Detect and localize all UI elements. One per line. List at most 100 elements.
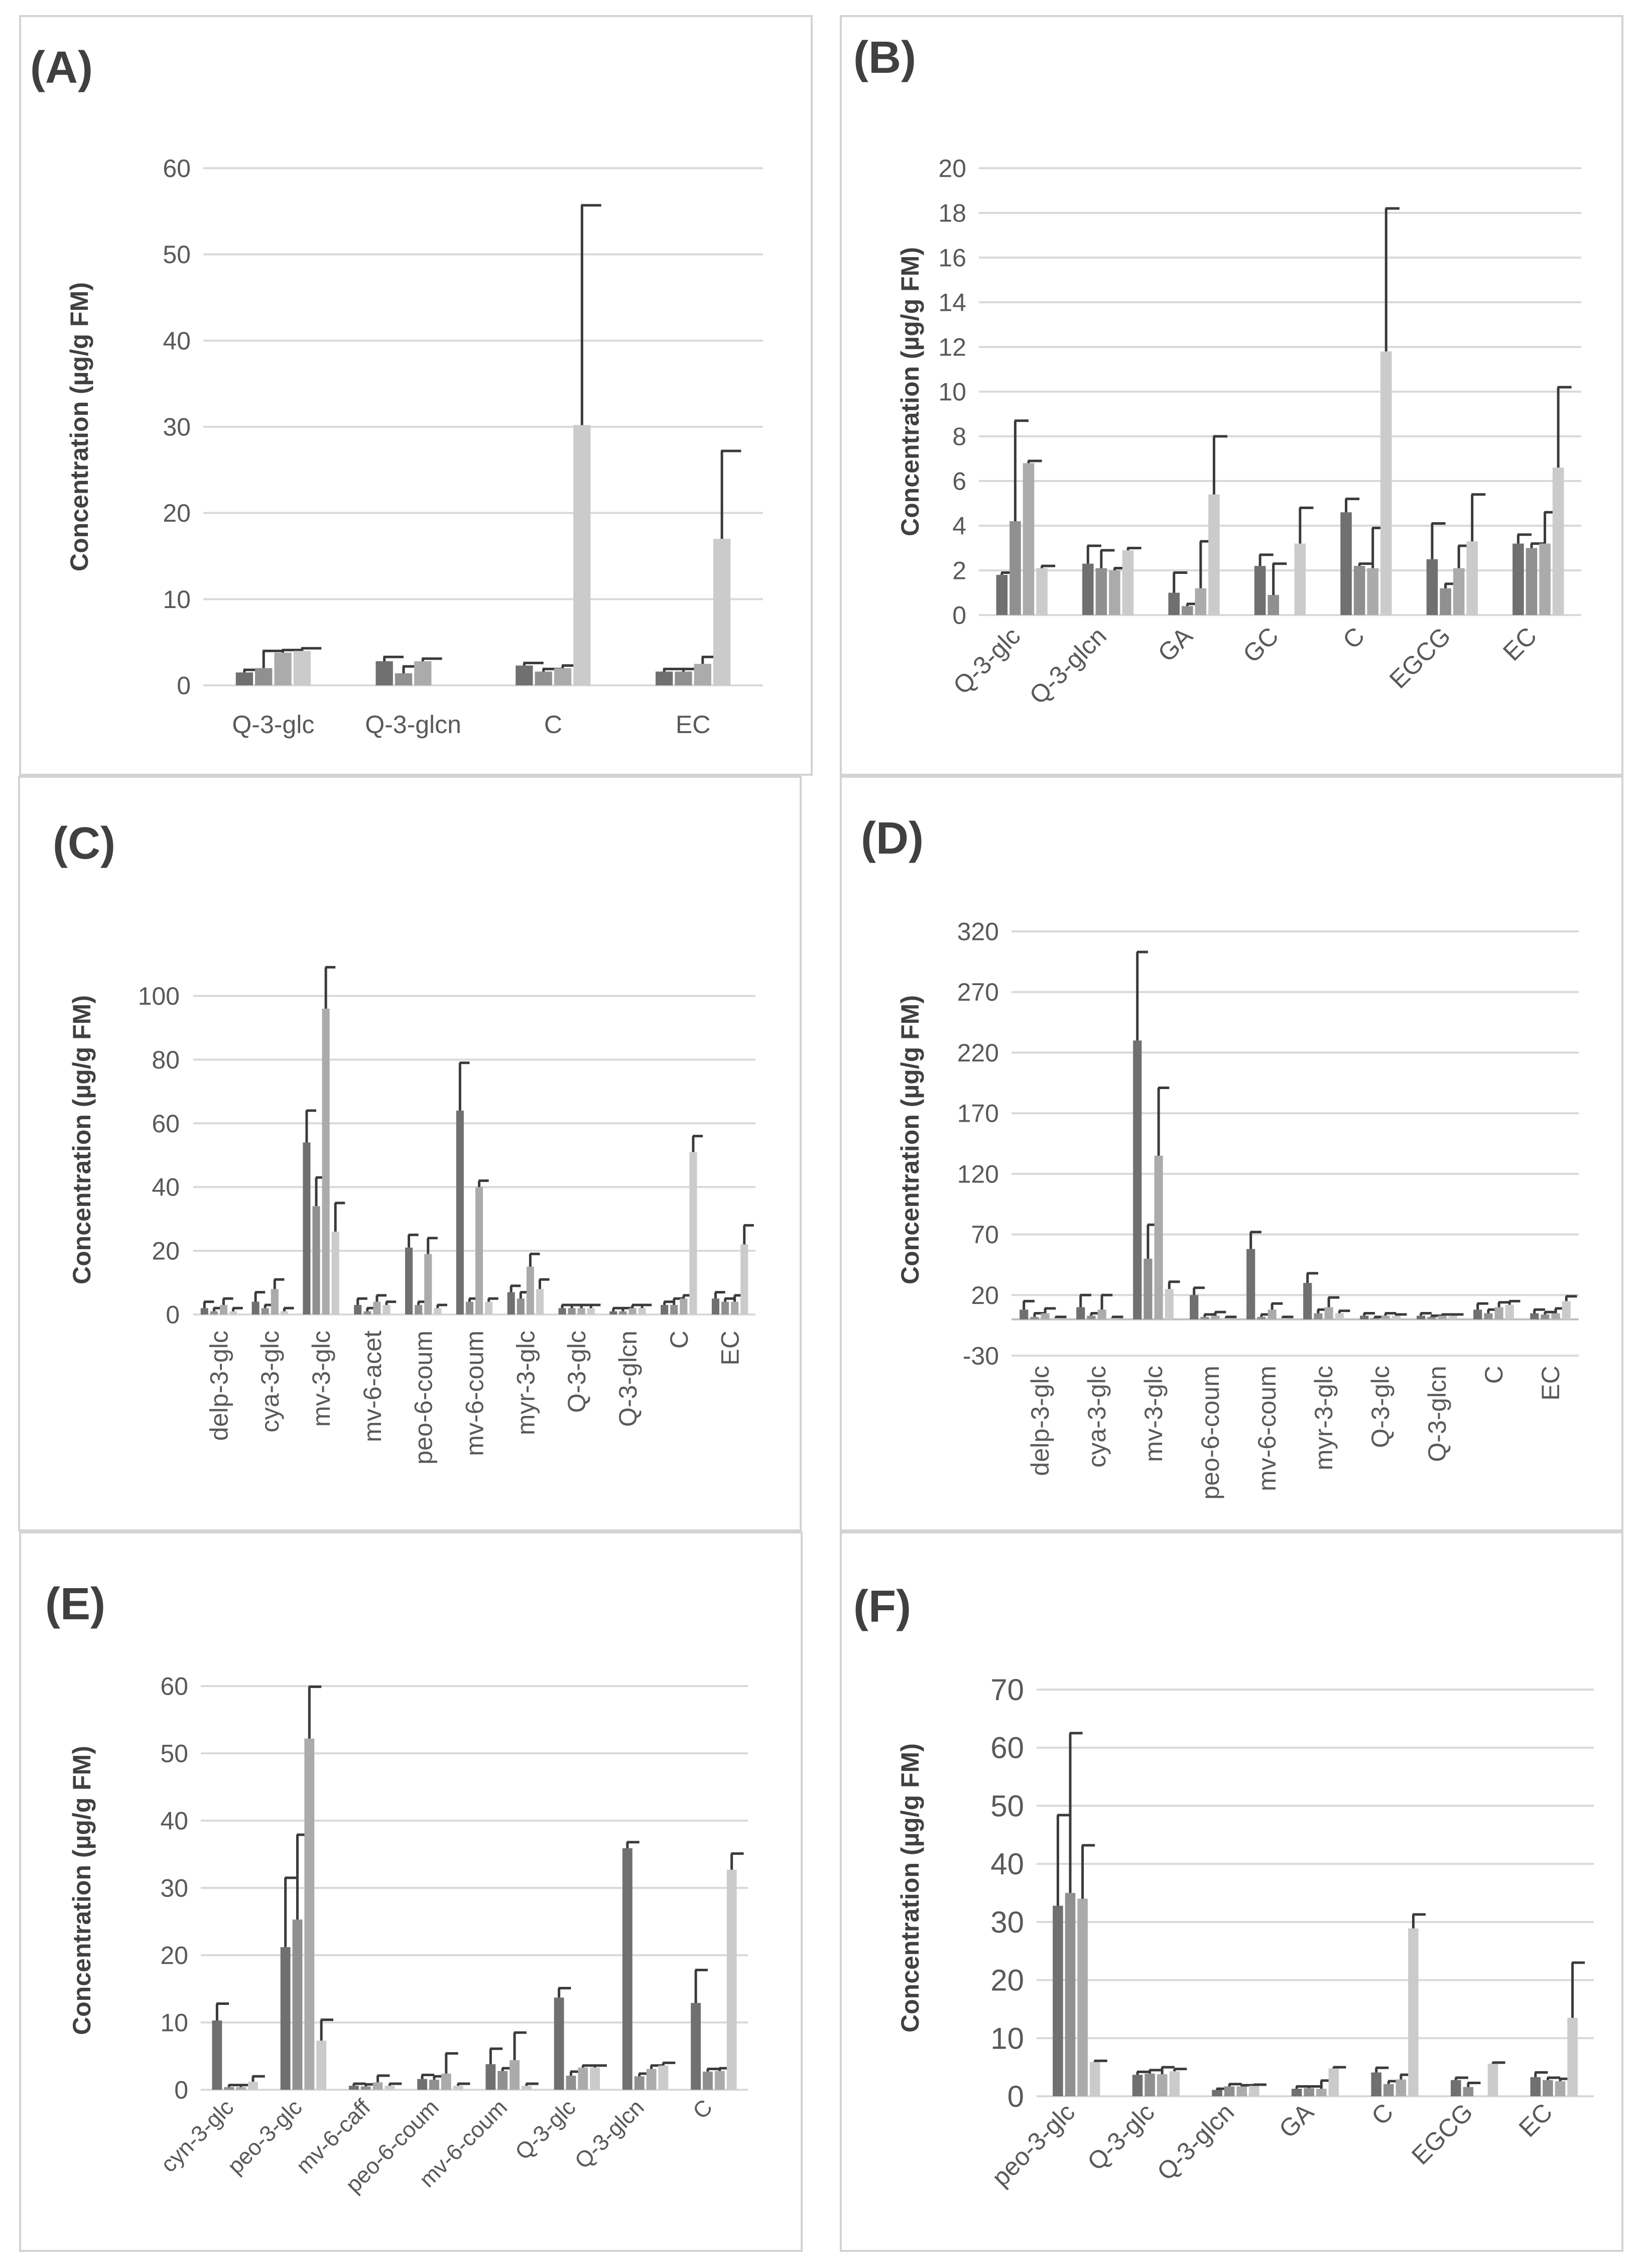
bar (1473, 1309, 1482, 1320)
bar (1543, 2080, 1553, 2096)
bar (1396, 2079, 1407, 2096)
y-tick-label: 14 (938, 289, 966, 317)
bar (1224, 2086, 1235, 2096)
bar (694, 664, 711, 685)
bar (568, 1308, 576, 1315)
bar (691, 2003, 701, 2090)
bar (1427, 1317, 1436, 1320)
y-tick-label: 8 (952, 423, 966, 451)
bar (566, 2075, 576, 2090)
bar (497, 2071, 508, 2090)
category-label: Q-3-glc (563, 1331, 591, 1413)
bar (405, 1247, 413, 1315)
bar (1208, 494, 1220, 615)
bar (1408, 1928, 1419, 2096)
bar (1041, 1313, 1050, 1320)
category-label: peo-3-glc (986, 2098, 1080, 2192)
bar (1316, 2088, 1327, 2096)
bar (1294, 543, 1306, 615)
bar (535, 671, 552, 685)
bar (331, 1232, 339, 1315)
bar (375, 661, 393, 685)
bar (1053, 1905, 1063, 2096)
category-label: EC (676, 710, 710, 739)
bar (1417, 1316, 1426, 1320)
bar (1268, 1309, 1277, 1320)
bar (1154, 1155, 1163, 1320)
bar (236, 2087, 246, 2090)
panel-label: (C) (53, 818, 115, 869)
bar (554, 1997, 564, 2090)
bar (1087, 1316, 1096, 1320)
y-tick-label: 10 (163, 585, 191, 614)
bar (247, 2081, 258, 2090)
y-tick-label: 120 (957, 1160, 999, 1188)
bar (510, 2060, 520, 2090)
y-tick-label: 40 (160, 1807, 188, 1835)
y-axis-title: Concentration (µg/g FM) (896, 1743, 924, 2033)
y-tick-label: 60 (990, 1731, 1024, 1765)
bar (1082, 563, 1094, 615)
bar (1020, 1309, 1029, 1320)
bar (1065, 1893, 1076, 2096)
bar (526, 1266, 534, 1315)
bar (675, 671, 692, 685)
y-tick-label: 100 (138, 982, 180, 1010)
y-tick-label: 270 (957, 978, 999, 1006)
bar (1076, 1307, 1085, 1320)
y-tick-label: 40 (990, 1847, 1024, 1881)
bar (1169, 2071, 1180, 2096)
bar (1391, 1316, 1401, 1320)
bar (590, 2067, 600, 2090)
category-label: cya-3-glc (256, 1331, 284, 1433)
category-label: EC (1513, 2098, 1558, 2142)
bar (1541, 1314, 1550, 1320)
bar (424, 1254, 432, 1315)
category-label: peo-3-glc (222, 2094, 307, 2179)
category-label: C (1366, 2098, 1399, 2130)
category-label: Q-3-glcn (614, 1331, 642, 1427)
bar (1340, 512, 1352, 615)
bar (721, 1301, 729, 1315)
bar (312, 1206, 320, 1315)
bar (1512, 543, 1524, 615)
bar (316, 2041, 327, 2090)
bar (1109, 570, 1120, 615)
bar (1190, 1295, 1199, 1320)
y-tick-label: 320 (957, 918, 999, 946)
bar (1381, 1316, 1390, 1320)
bar (1314, 1313, 1323, 1320)
bar (255, 668, 273, 685)
y-tick-label: 10 (990, 2021, 1024, 2055)
bar (280, 1311, 288, 1315)
bar (456, 1110, 464, 1315)
y-tick-label: 30 (990, 1905, 1024, 1939)
bar (703, 2071, 713, 2090)
bar (1383, 2084, 1394, 2096)
category-label: cya-3-glc (1083, 1366, 1111, 1468)
bar (229, 1311, 237, 1315)
bar (1539, 543, 1551, 615)
y-tick-label: 170 (957, 1100, 999, 1128)
bar (1195, 588, 1207, 615)
y-axis-title: Concentration (µg/g FM) (68, 1746, 96, 2035)
bar (485, 2064, 496, 2090)
y-tick-label: 0 (166, 1301, 180, 1329)
bar (1353, 566, 1365, 615)
bar (507, 1292, 515, 1315)
bar (680, 1298, 688, 1315)
bar (372, 2082, 383, 2090)
y-tick-label: 30 (160, 1874, 188, 1902)
bar (1009, 521, 1021, 615)
bar (475, 1187, 483, 1315)
bar (558, 1308, 566, 1315)
category-label: myr-3-glc (1310, 1366, 1338, 1470)
bar (1077, 1898, 1088, 2096)
bar (1023, 463, 1035, 615)
bar (224, 2087, 234, 2090)
y-tick-label: 70 (990, 1673, 1024, 1707)
bar (415, 1304, 423, 1315)
bar (1453, 568, 1465, 615)
panel-label: (F) (853, 1582, 911, 1632)
